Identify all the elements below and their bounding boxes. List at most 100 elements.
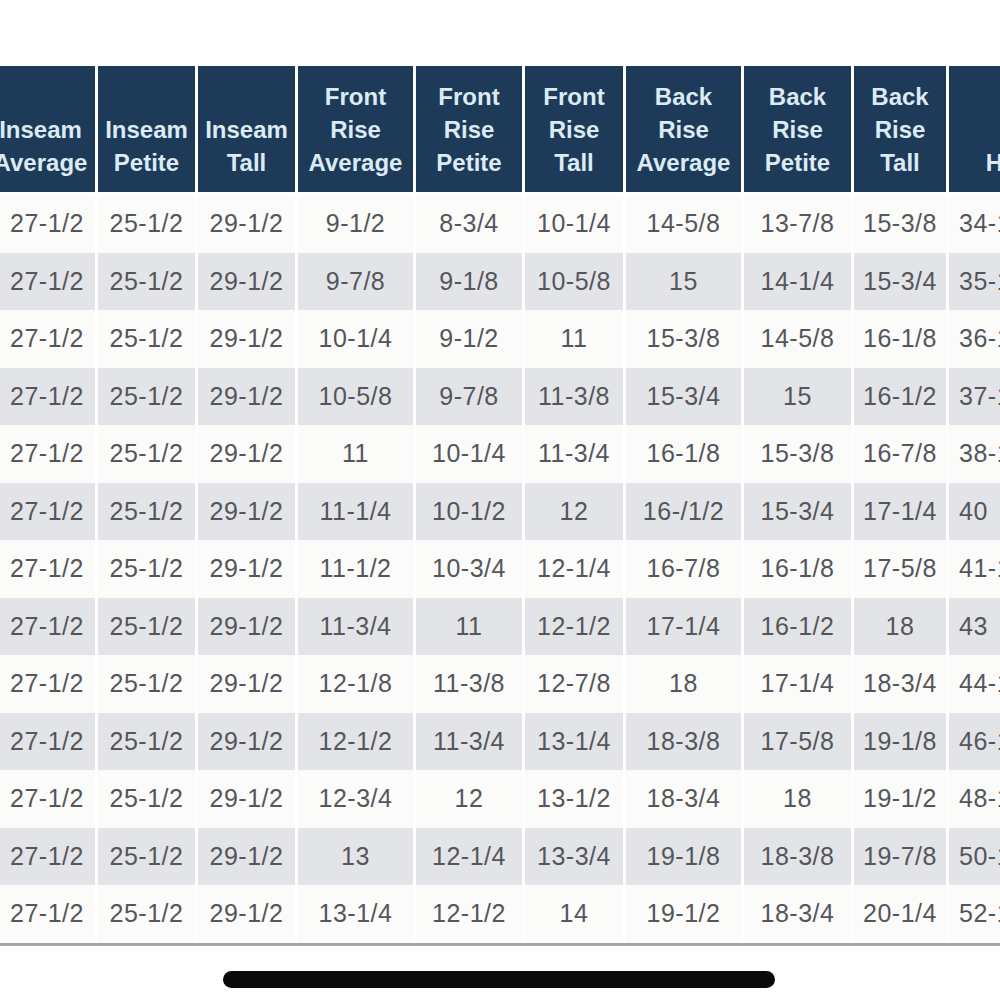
table-header-row: InseamAverageInseamPetiteInseamTallFront… [0,66,1000,195]
size-chart-table: InseamAverageInseamPetiteInseamTallFront… [0,66,1000,943]
table-cell-front-rise-tall: 13-3/4 [525,828,626,886]
table-cell-back-rise-average: 15-3/4 [626,368,744,426]
table-row: 27-1/225-1/229-1/212-1/811-3/812-7/81817… [0,655,1000,713]
table-cell-front-rise-petite: 12-1/4 [416,828,525,886]
table-cell-hip: 36-1 [949,310,1000,368]
table-row: 27-1/225-1/229-1/210-5/89-7/811-3/815-3/… [0,368,1000,426]
table-cell-back-rise-petite: 13-7/8 [744,195,854,253]
table-row: 27-1/225-1/229-1/212-1/211-3/413-1/418-3… [0,713,1000,771]
table-cell-back-rise-petite: 18-3/8 [744,828,854,886]
table-cell-inseam-average: 27-1/2 [0,885,98,943]
table-cell-hip: 38-1 [949,425,1000,483]
table-cell-back-rise-average: 17-1/4 [626,598,744,656]
table-cell-back-rise-average: 19-1/2 [626,885,744,943]
table-cell-hip: 46-1 [949,713,1000,771]
table-cell-front-rise-tall: 11-3/4 [525,425,626,483]
table-cell-inseam-tall: 29-1/2 [198,425,298,483]
column-header-line: Hip [951,146,1000,179]
column-header-line: Petite [746,146,849,179]
table-cell-front-rise-average: 11 [298,425,416,483]
table-cell-inseam-tall: 29-1/2 [198,770,298,828]
table-cell-front-rise-average: 9-1/2 [298,195,416,253]
column-header-line: Rise [856,113,944,146]
table-cell-inseam-tall: 29-1/2 [198,368,298,426]
table-cell-front-rise-tall: 12-1/4 [525,540,626,598]
table-row: 27-1/225-1/229-1/29-7/89-1/810-5/81514-1… [0,253,1000,311]
column-header-line: Rise [527,113,621,146]
table-cell-back-rise-average: 18-3/4 [626,770,744,828]
table-cell-back-rise-petite: 14-1/4 [744,253,854,311]
table-cell-inseam-tall: 29-1/2 [198,195,298,253]
table-cell-back-rise-tall: 20-1/4 [854,885,949,943]
table-cell-back-rise-petite: 15-3/8 [744,425,854,483]
table-cell-back-rise-petite: 15 [744,368,854,426]
table-cell-back-rise-average: 16-7/8 [626,540,744,598]
table-cell-back-rise-tall: 17-1/4 [854,483,949,541]
column-header-line: Inseam [200,113,293,146]
column-header-line: Front [418,80,520,113]
column-header-inseam-tall: InseamTall [198,66,298,195]
table-cell-front-rise-tall: 12 [525,483,626,541]
table-cell-inseam-tall: 29-1/2 [198,598,298,656]
table-cell-back-rise-tall: 18 [854,598,949,656]
table-cell-back-rise-average: 16-/1/2 [626,483,744,541]
table-row: 27-1/225-1/229-1/21110-1/411-3/416-1/815… [0,425,1000,483]
column-header-back-rise-tall: BackRiseTall [854,66,949,195]
table-row: 27-1/225-1/229-1/21312-1/413-3/419-1/818… [0,828,1000,886]
table-cell-inseam-petite: 25-1/2 [98,368,198,426]
table-cell-inseam-tall: 29-1/2 [198,655,298,713]
table-cell-back-rise-petite: 16-1/8 [744,540,854,598]
table-cell-front-rise-petite: 9-1/8 [416,253,525,311]
table-row: 27-1/225-1/229-1/211-3/41112-1/217-1/416… [0,598,1000,656]
table-cell-inseam-average: 27-1/2 [0,425,98,483]
table-cell-front-rise-petite: 8-3/4 [416,195,525,253]
table-cell-inseam-average: 27-1/2 [0,828,98,886]
column-header-line: Back [856,80,944,113]
table-cell-inseam-petite: 25-1/2 [98,425,198,483]
table-cell-front-rise-tall: 13-1/2 [525,770,626,828]
table-cell-front-rise-petite: 11 [416,598,525,656]
table-cell-back-rise-petite: 14-5/8 [744,310,854,368]
table-cell-front-rise-tall: 12-1/2 [525,598,626,656]
table-cell-inseam-petite: 25-1/2 [98,885,198,943]
table-cell-back-rise-tall: 16-1/8 [854,310,949,368]
column-header-line: Tall [856,146,944,179]
column-header-line: Average [300,146,411,179]
table-cell-inseam-petite: 25-1/2 [98,195,198,253]
table-cell-front-rise-tall: 10-1/4 [525,195,626,253]
table-cell-hip: 34-1 [949,195,1000,253]
table-cell-inseam-average: 27-1/2 [0,598,98,656]
column-header-line: Inseam [0,113,93,146]
table-cell-front-rise-petite: 10-1/2 [416,483,525,541]
column-header-line: Back [628,80,739,113]
table-cell-back-rise-average: 18-3/8 [626,713,744,771]
table-cell-front-rise-tall: 11 [525,310,626,368]
table-cell-front-rise-petite: 11-3/8 [416,655,525,713]
table-row: 27-1/225-1/229-1/29-1/28-3/410-1/414-5/8… [0,195,1000,253]
table-row: 27-1/225-1/229-1/211-1/210-3/412-1/416-7… [0,540,1000,598]
table-bottom-border [0,943,1000,946]
table-cell-front-rise-average: 10-5/8 [298,368,416,426]
table-row: 27-1/225-1/229-1/211-1/410-1/21216-/1/21… [0,483,1000,541]
table-body: 27-1/225-1/229-1/29-1/28-3/410-1/414-5/8… [0,195,1000,943]
table-cell-back-rise-tall: 19-1/8 [854,713,949,771]
table-cell-hip: 40 [949,483,1000,541]
column-header-line: Front [300,80,411,113]
table-cell-hip: 50-1 [949,828,1000,886]
table-cell-front-rise-tall: 13-1/4 [525,713,626,771]
table-cell-back-rise-tall: 15-3/8 [854,195,949,253]
table-cell-inseam-average: 27-1/2 [0,540,98,598]
table-cell-inseam-average: 27-1/2 [0,310,98,368]
table-cell-back-rise-petite: 15-3/4 [744,483,854,541]
table-cell-front-rise-average: 11-3/4 [298,598,416,656]
table-cell-front-rise-petite: 9-1/2 [416,310,525,368]
table-cell-back-rise-tall: 18-3/4 [854,655,949,713]
home-indicator-bar[interactable] [223,971,775,988]
table-cell-back-rise-average: 16-1/8 [626,425,744,483]
column-header-line: Tall [200,146,293,179]
table-cell-front-rise-tall: 11-3/8 [525,368,626,426]
table-cell-inseam-petite: 25-1/2 [98,770,198,828]
table-cell-front-rise-tall: 10-5/8 [525,253,626,311]
column-header-front-rise-average: FrontRiseAverage [298,66,416,195]
column-header-line: Tall [527,146,621,179]
